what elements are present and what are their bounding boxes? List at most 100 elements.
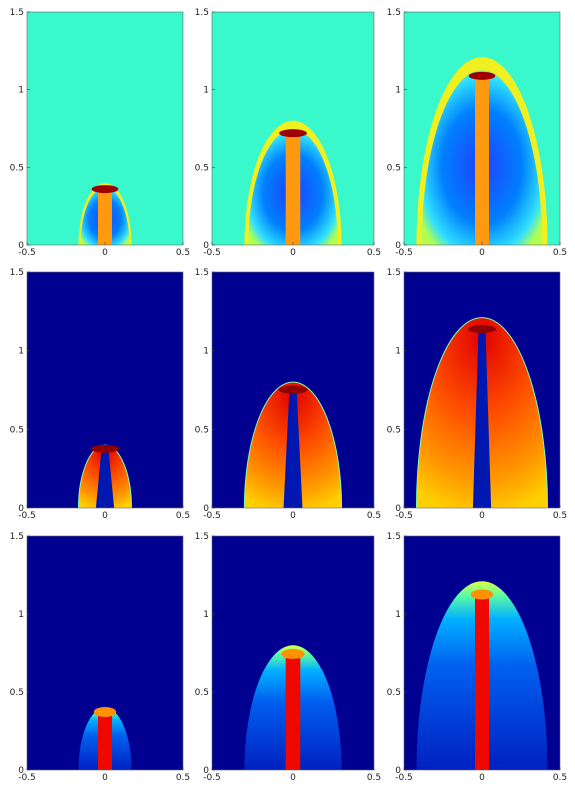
y-tick-label: 1.5 xyxy=(10,268,24,278)
x-tick-label: 0 xyxy=(479,511,485,521)
simulation-image xyxy=(404,536,560,770)
y-tick-label: 1 xyxy=(395,86,401,96)
simulation-image xyxy=(27,272,183,508)
panel: 00.511.5-0.5 0 0.5 xyxy=(195,268,381,521)
x-tick-label: -0.5 xyxy=(395,511,413,521)
x-tick-label: -0.5 xyxy=(18,248,36,258)
y-tick-label: 0 xyxy=(203,504,209,514)
y-tick-label: 1.5 xyxy=(195,8,209,18)
panel: 00.511.5-0.5 0 0.5 xyxy=(195,532,381,783)
y-tick-label: 1 xyxy=(395,347,401,357)
y-tick-label: 0.5 xyxy=(10,163,24,173)
x-tick-label: 0.5 xyxy=(553,773,567,783)
x-tick-label: 0 xyxy=(102,773,108,783)
jet-head xyxy=(279,129,307,138)
jet-head xyxy=(93,706,117,717)
simulation-image xyxy=(27,12,183,245)
x-tick-label: 0.5 xyxy=(553,248,567,258)
x-tick-label: 0.5 xyxy=(367,773,381,783)
y-tick-label: 1 xyxy=(203,347,209,357)
x-tick-label: 0.5 xyxy=(367,248,381,258)
y-tick-label: 1 xyxy=(395,610,401,620)
panel: 00.511.5-0.5 0 0.5 xyxy=(387,268,567,521)
panel: 00.511.5-0.5 0 0.5 xyxy=(10,532,190,783)
x-tick-label: -0.5 xyxy=(395,773,413,783)
y-tick-label: 1.5 xyxy=(10,532,24,542)
y-tick-label: 0 xyxy=(395,241,401,251)
y-tick-label: 0 xyxy=(18,504,24,514)
panel: 00.511.5-0.5 0 0.5 xyxy=(10,268,190,521)
y-tick-label: 0 xyxy=(395,766,401,776)
jet-head xyxy=(468,71,496,80)
x-tick-label: 0 xyxy=(102,248,108,258)
y-tick-label: 1 xyxy=(18,610,24,620)
x-tick-label: 0 xyxy=(479,248,485,258)
y-tick-label: 1.5 xyxy=(195,532,209,542)
simulation-image xyxy=(404,12,560,245)
jet-head xyxy=(470,589,494,600)
y-tick-label: 1.5 xyxy=(10,8,24,18)
simulation-image xyxy=(212,12,374,245)
jet xyxy=(474,594,490,770)
simulation-image xyxy=(212,272,374,508)
y-tick-label: 1.5 xyxy=(387,532,401,542)
y-tick-label: 0 xyxy=(395,504,401,514)
y-tick-label: 0 xyxy=(203,766,209,776)
y-tick-label: 1 xyxy=(18,86,24,96)
y-tick-label: 1 xyxy=(203,610,209,620)
x-tick-label: -0.5 xyxy=(203,248,221,258)
x-tick-label: -0.5 xyxy=(203,511,221,521)
y-tick-label: 0 xyxy=(203,241,209,251)
x-tick-label: 0 xyxy=(102,511,108,521)
jet xyxy=(97,189,113,245)
y-tick-label: 0.5 xyxy=(387,688,401,698)
x-tick-label: 0.5 xyxy=(176,248,190,258)
jet xyxy=(95,449,115,508)
jet xyxy=(97,711,113,770)
y-tick-label: 0.5 xyxy=(10,425,24,435)
y-tick-label: 1.5 xyxy=(387,8,401,18)
y-tick-label: 1.5 xyxy=(195,268,209,278)
x-tick-label: 0.5 xyxy=(367,511,381,521)
simulation-image xyxy=(27,536,183,770)
jet-head xyxy=(91,185,119,194)
jet xyxy=(472,330,492,508)
x-tick-label: 0 xyxy=(479,773,485,783)
y-tick-label: 0 xyxy=(18,241,24,251)
panel: 00.511.5-0.5 0 0.5 xyxy=(10,8,190,258)
y-tick-label: 0.5 xyxy=(195,163,209,173)
x-tick-label: 0 xyxy=(290,511,296,521)
jet-head xyxy=(281,648,305,659)
jet-head xyxy=(90,444,120,453)
x-tick-label: -0.5 xyxy=(203,773,221,783)
y-tick-label: 0.5 xyxy=(387,425,401,435)
x-tick-label: 0.5 xyxy=(176,511,190,521)
x-tick-label: 0 xyxy=(290,773,296,783)
y-tick-label: 1 xyxy=(203,86,209,96)
x-tick-label: 0.5 xyxy=(176,773,190,783)
x-tick-label: -0.5 xyxy=(395,248,413,258)
simulation-image xyxy=(212,536,374,770)
jet xyxy=(474,75,490,245)
x-tick-label: 0 xyxy=(290,248,296,258)
jet xyxy=(285,653,301,770)
jet xyxy=(283,390,303,508)
x-tick-label: -0.5 xyxy=(18,773,36,783)
simulation-image xyxy=(404,272,560,508)
y-tick-label: 1 xyxy=(18,347,24,357)
jet xyxy=(285,133,301,245)
y-tick-label: 0.5 xyxy=(387,163,401,173)
y-tick-label: 0.5 xyxy=(195,688,209,698)
y-tick-label: 0 xyxy=(18,766,24,776)
x-tick-label: 0.5 xyxy=(553,511,567,521)
panel: 00.511.5-0.5 0 0.5 xyxy=(387,532,567,783)
jet-head xyxy=(278,385,308,394)
y-tick-label: 1.5 xyxy=(387,268,401,278)
jet-head xyxy=(467,325,497,334)
x-tick-label: -0.5 xyxy=(18,511,36,521)
panel: 00.511.5-0.5 0 0.5 xyxy=(387,8,567,258)
y-tick-label: 0.5 xyxy=(10,688,24,698)
panel: 00.511.5-0.5 0 0.5 xyxy=(195,8,381,258)
y-tick-label: 0.5 xyxy=(195,425,209,435)
